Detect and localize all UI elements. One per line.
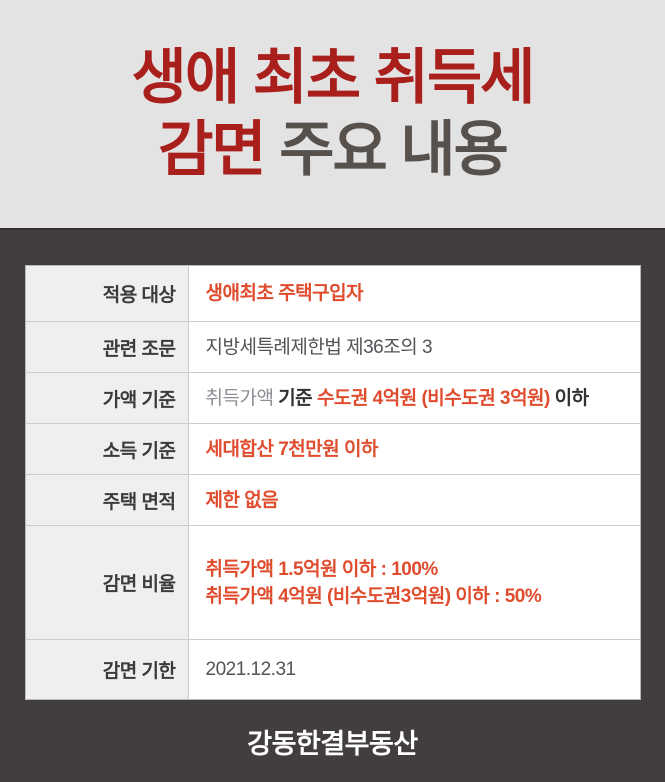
row-label: 적용 대상: [25, 266, 189, 321]
row-label: 소득 기준: [25, 424, 189, 474]
row-value-segment: 기준: [278, 387, 317, 409]
table-row: 주택 면적 제한 없음: [25, 475, 640, 526]
title-banner: 생애 최초 취득세 감면 주요 내용: [0, 0, 665, 228]
row-value-line: 2021.12.31: [206, 656, 630, 683]
footer: 강동한결부동산: [247, 700, 418, 782]
row-value: 생애최초 주택구입자: [189, 266, 640, 321]
row-value-segment: 취득가액 1.5억원 이하 : 100%: [205, 558, 439, 580]
row-value: 지방세특례제한법 제36조의 3: [189, 322, 640, 372]
row-label: 감면 기한: [25, 640, 189, 699]
row-value: 2021.12.31: [189, 640, 640, 699]
row-value-segment: 생애최초 주택구입자: [205, 283, 364, 304]
row-value-segment: 이하: [549, 387, 589, 409]
page-title: 생애 최초 취득세 감면 주요 내용: [131, 42, 536, 186]
page-title-line2: 감면 주요 내용: [132, 114, 534, 186]
page-title-line2-dark: 주요 내용: [264, 116, 508, 183]
table-row: 가액 기준 취득가액 기준 수도권 4억원 (비수도권 3억원) 이하: [25, 373, 640, 424]
row-value-segment: 2021.12.31: [205, 659, 297, 680]
row-value-segment: 취득가액: [205, 387, 279, 409]
row-value-line: 지방세특례제한법 제36조의 3: [206, 334, 630, 361]
row-value-line: 취득가액 1.5억원 이하 : 100%: [206, 556, 630, 583]
row-value: 취득가액 1.5억원 이하 : 100% 취득가액 4억원 (비수도권3억원) 이…: [189, 526, 640, 639]
row-label: 감면 비율: [25, 526, 189, 639]
brand-name: 강동한결부동산: [247, 728, 418, 759]
row-value-segment: 제한 없음: [205, 489, 279, 511]
row-label: 주택 면적: [25, 475, 189, 525]
row-label: 가액 기준: [25, 373, 189, 423]
page-title-line2-red: 감면: [158, 116, 266, 183]
table-row: 소득 기준 세대합산 7천만원 이하: [25, 424, 640, 475]
row-value-line: 취득가액 4억원 (비수도권3억원) 이하 : 50%: [206, 583, 630, 610]
table-row: 감면 기한 2021.12.31: [25, 640, 640, 699]
row-value-segment: 지방세특례제한법 제36조의 3: [205, 336, 433, 358]
row-value: 취득가액 기준 수도권 4억원 (비수도권 3억원) 이하: [189, 373, 640, 423]
page-title-line1: 생애 최초 취득세: [131, 44, 536, 111]
row-value-segment: 수도권 4억원 (비수도권 3억원): [316, 387, 550, 409]
table-row: 감면 비율 취득가액 1.5억원 이하 : 100% 취득가액 4억원 (비수도권3…: [25, 526, 640, 640]
table-row: 적용 대상 생애최초 주택구입자: [25, 266, 640, 322]
row-value-line: 취득가액 기준 수도권 4억원 (비수도권 3억원) 이하: [206, 385, 630, 412]
row-value-line: 제한 없음: [206, 487, 630, 514]
row-value: 세대합산 7천만원 이하: [189, 424, 640, 474]
row-value-line: 생애최초 주택구입자: [206, 280, 630, 307]
row-value-segment: 세대합산 7천만원 이하: [205, 438, 379, 460]
row-value: 제한 없음: [189, 475, 640, 525]
table-row: 관련 조문 지방세특례제한법 제36조의 3: [25, 322, 640, 373]
row-value-line: 세대합산 7천만원 이하: [206, 436, 630, 463]
row-label: 관련 조문: [25, 322, 189, 372]
row-value-segment: 취득가액 4억원 (비수도권3억원) 이하 : 50%: [205, 585, 542, 607]
